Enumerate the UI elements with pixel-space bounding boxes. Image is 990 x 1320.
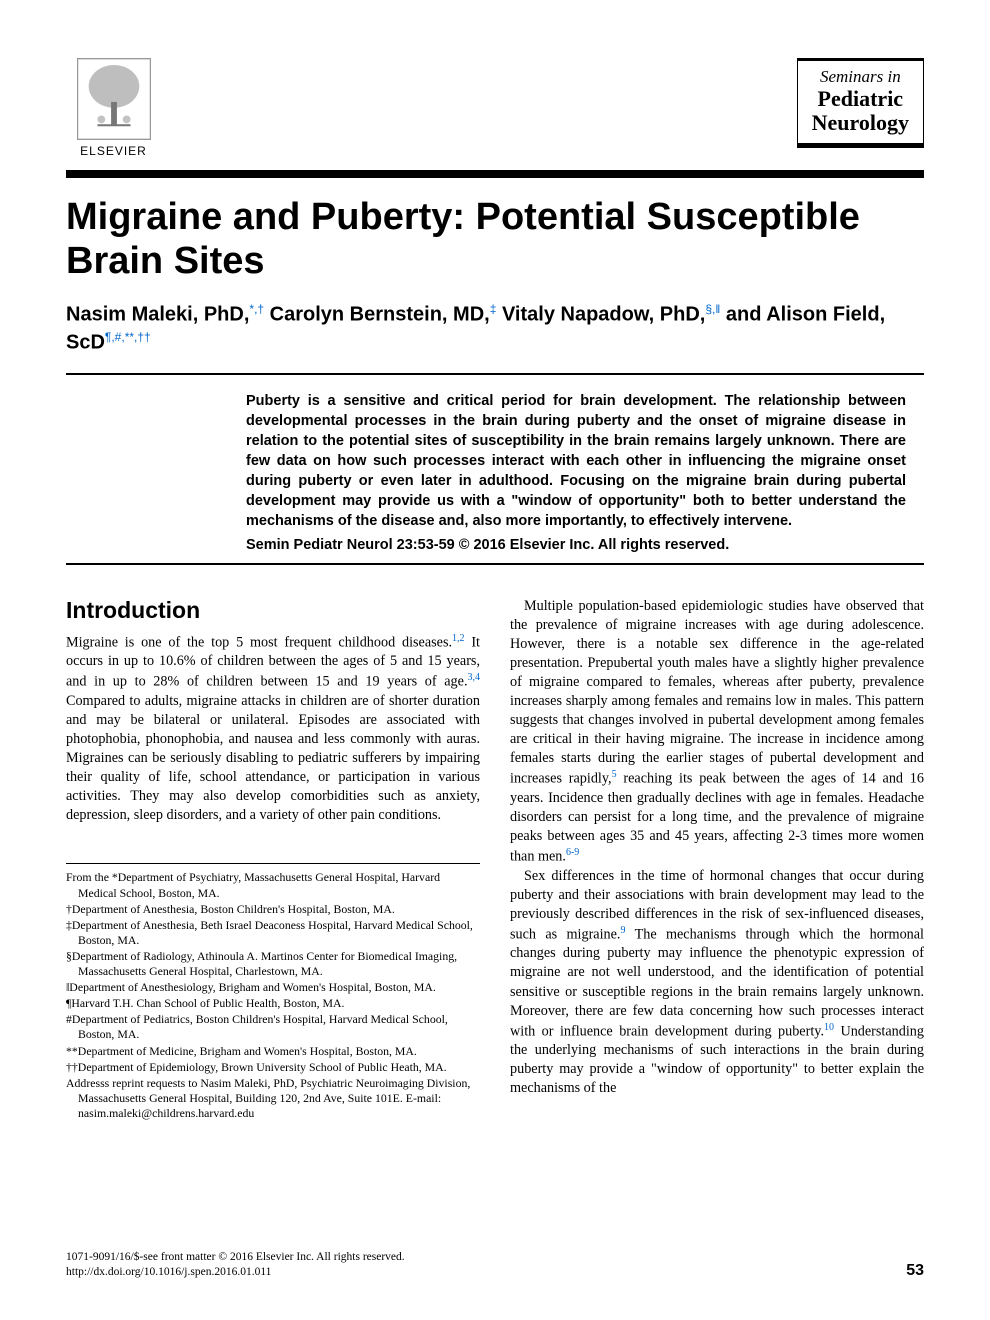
header-separator-bar (66, 170, 924, 178)
text-span: Multiple population-based epidemiologic … (510, 598, 924, 787)
affiliations-divider (66, 863, 480, 864)
rule-above-abstract (66, 373, 924, 375)
authors-line: Nasim Maleki, PhD,*,† Carolyn Bernstein,… (66, 301, 924, 356)
abstract-text: Puberty is a sensitive and critical peri… (246, 391, 906, 531)
affiliation-item: From the *Department of Psychiatry, Mass… (66, 870, 480, 900)
doi-line: http://dx.doi.org/10.1016/j.spen.2016.01… (66, 1265, 405, 1280)
body-columns: Introduction Migraine is one of the top … (66, 597, 924, 1122)
ref-link[interactable]: 1,2 (452, 633, 465, 644)
rule-below-abstract (66, 563, 924, 565)
left-column: Introduction Migraine is one of the top … (66, 597, 480, 1122)
affiliation-item: ††Department of Epidemiology, Brown Univ… (66, 1060, 480, 1075)
page-header: ELSEVIER Seminars in Pediatric Neurology (66, 58, 924, 158)
affiliation-item: Addresss reprint requests to Nasim Malek… (66, 1076, 480, 1121)
publisher-name: ELSEVIER (80, 144, 147, 158)
ref-link[interactable]: 10 (824, 1022, 834, 1033)
journal-line-3: Neurology (812, 111, 909, 135)
text-span: Compared to adults, migraine attacks in … (66, 693, 480, 823)
journal-title-block: Seminars in Pediatric Neurology (797, 58, 924, 148)
ref-link[interactable]: 3,4 (468, 672, 481, 683)
right-paragraph-1: Multiple population-based epidemiologic … (510, 597, 924, 867)
intro-paragraph-1: Migraine is one of the top 5 most freque… (66, 632, 480, 826)
citation-line: Semin Pediatr Neurol 23:53-59 © 2016 Els… (246, 537, 906, 553)
section-heading-introduction: Introduction (66, 597, 480, 624)
affiliation-item: #Department of Pediatrics, Boston Childr… (66, 1012, 480, 1042)
copyright-line: 1071-9091/16/$-see front matter © 2016 E… (66, 1250, 405, 1265)
affiliation-item: ¶Harvard T.H. Chan School of Public Heal… (66, 996, 480, 1011)
page-number: 53 (906, 1262, 924, 1280)
journal-line-2: Pediatric (812, 87, 909, 111)
journal-line-1: Seminars in (812, 67, 909, 87)
publisher-block: ELSEVIER (66, 58, 161, 158)
affiliation-item: ‡Department of Anesthesia, Beth Israel D… (66, 918, 480, 948)
affiliation-item: §Department of Radiology, Athinoula A. M… (66, 949, 480, 979)
text-span: Migraine is one of the top 5 most freque… (66, 634, 452, 650)
right-paragraph-2: Sex differences in the time of hormonal … (510, 867, 924, 1099)
ref-link[interactable]: 6-9 (566, 847, 579, 858)
right-column: Multiple population-based epidemiologic … (510, 597, 924, 1122)
affiliations-block: From the *Department of Psychiatry, Mass… (66, 870, 480, 1121)
affiliation-item: **Department of Medicine, Brigham and Wo… (66, 1044, 480, 1059)
elsevier-tree-logo (77, 58, 151, 140)
article-title: Migraine and Puberty: Potential Suscepti… (66, 196, 924, 283)
affiliation-item: ‖Department of Anesthesiology, Brigham a… (66, 980, 480, 995)
affiliation-item: †Department of Anesthesia, Boston Childr… (66, 902, 480, 917)
page-footer: 1071-9091/16/$-see front matter © 2016 E… (66, 1250, 924, 1280)
footer-left: 1071-9091/16/$-see front matter © 2016 E… (66, 1250, 405, 1280)
